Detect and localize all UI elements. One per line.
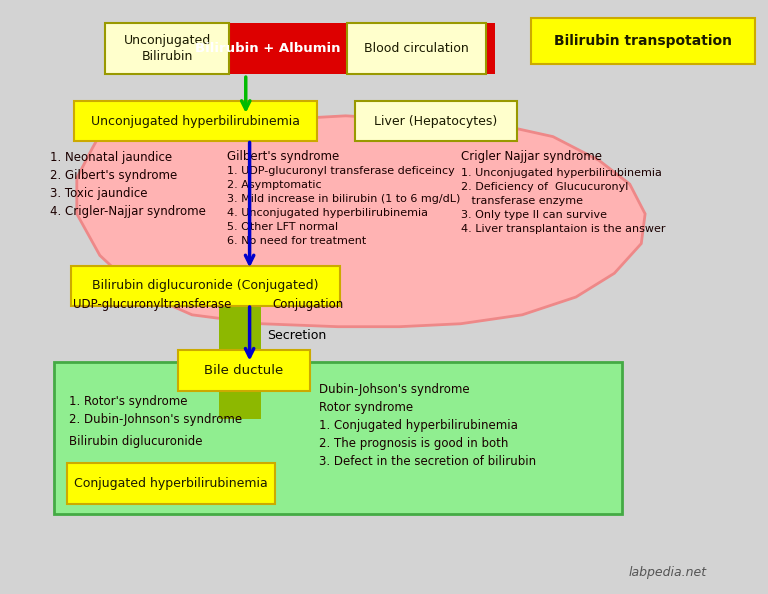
- Text: Conjugation: Conjugation: [273, 298, 344, 311]
- Text: UDP-glucuronyltransferase: UDP-glucuronyltransferase: [73, 298, 231, 311]
- Text: Blood circulation: Blood circulation: [364, 42, 469, 55]
- Text: 1. Rotor's syndrome
2. Dubin-Johnson's syndrome: 1. Rotor's syndrome 2. Dubin-Johnson's s…: [69, 395, 242, 426]
- FancyBboxPatch shape: [355, 101, 517, 141]
- Text: Bile ductule: Bile ductule: [204, 364, 283, 377]
- FancyBboxPatch shape: [74, 101, 317, 141]
- Text: 1. Neonatal jaundice
2. Gilbert's syndrome
3. Toxic jaundice
4. Crigler-Najjar s: 1. Neonatal jaundice 2. Gilbert's syndro…: [50, 151, 206, 219]
- Polygon shape: [77, 116, 645, 327]
- Text: Bilirubin + Albumin: Bilirubin + Albumin: [194, 42, 340, 55]
- Text: 1. Unconjugated hyperbilirubinemia
2. Deficiency of  Glucucuronyl
   transferase: 1. Unconjugated hyperbilirubinemia 2. De…: [461, 168, 665, 233]
- Text: 1. UDP-glucuronyl transferase deficeincy
2. Asymptomatic
3. Mild increase in bil: 1. UDP-glucuronyl transferase deficeincy…: [227, 166, 460, 247]
- FancyBboxPatch shape: [104, 23, 495, 74]
- Text: Unconjugated hyperbilirubinemia: Unconjugated hyperbilirubinemia: [91, 115, 300, 128]
- Text: Unconjugated
Bilirubin: Unconjugated Bilirubin: [124, 34, 210, 63]
- FancyBboxPatch shape: [347, 23, 486, 74]
- FancyBboxPatch shape: [219, 304, 261, 419]
- Text: labpedia.net: labpedia.net: [628, 566, 707, 579]
- FancyBboxPatch shape: [531, 18, 755, 64]
- Text: Dubin-Johson's syndrome
Rotor syndrome
1. Conjugated hyperbilirubinemia
2. The p: Dubin-Johson's syndrome Rotor syndrome 1…: [319, 383, 536, 468]
- Text: Conjugated hyperbilirubinemia: Conjugated hyperbilirubinemia: [74, 477, 268, 490]
- FancyBboxPatch shape: [105, 23, 229, 74]
- FancyBboxPatch shape: [67, 463, 275, 504]
- FancyBboxPatch shape: [178, 350, 310, 391]
- Text: Liver (Hepatocytes): Liver (Hepatocytes): [374, 115, 498, 128]
- Text: Secretion: Secretion: [267, 329, 326, 342]
- Text: Bilirubin diglucuronide: Bilirubin diglucuronide: [69, 435, 203, 448]
- Text: Crigler Najjar syndrome: Crigler Najjar syndrome: [461, 150, 602, 163]
- Text: Bilirubin diglucuronide (Conjugated): Bilirubin diglucuronide (Conjugated): [92, 279, 319, 292]
- FancyBboxPatch shape: [54, 362, 622, 514]
- Text: Gilbert's syndrome: Gilbert's syndrome: [227, 150, 339, 163]
- FancyBboxPatch shape: [71, 266, 340, 306]
- Text: Bilirubin transpotation: Bilirubin transpotation: [554, 34, 732, 48]
